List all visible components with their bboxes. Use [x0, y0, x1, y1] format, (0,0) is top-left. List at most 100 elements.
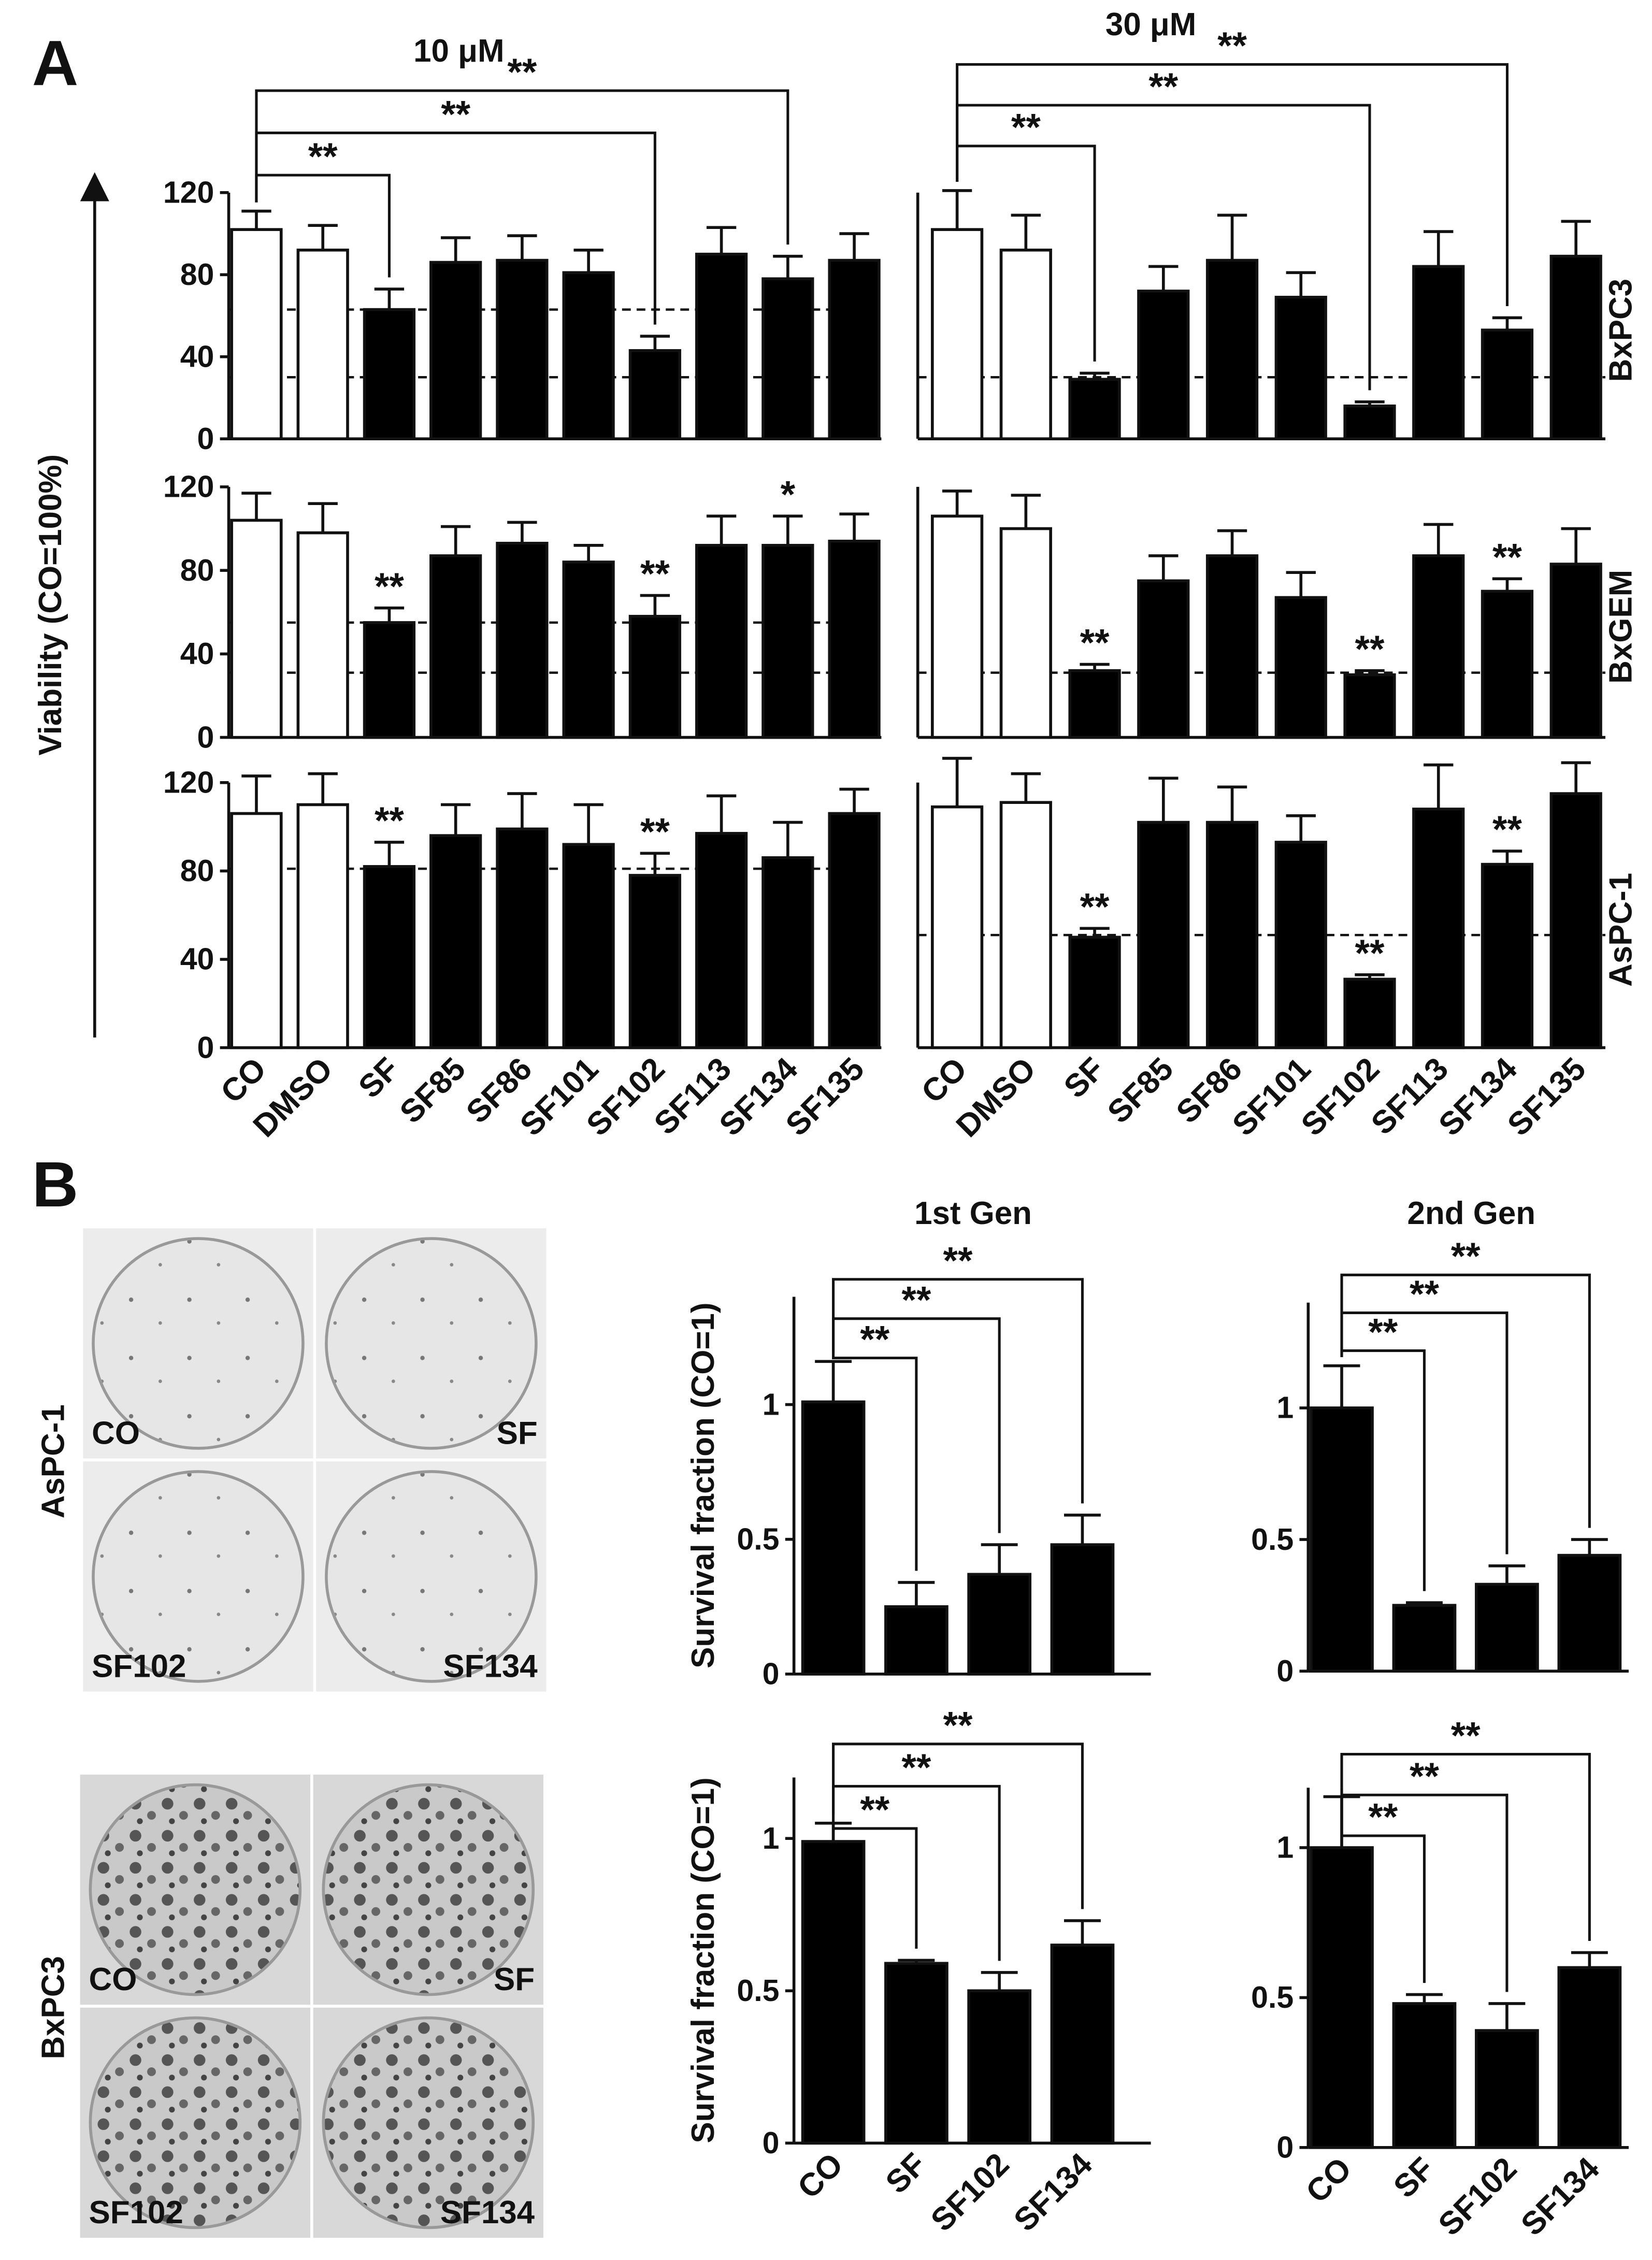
dish: [92, 1470, 305, 1683]
significance-bracket: [956, 63, 1509, 306]
bar: [562, 843, 615, 1049]
significance-bracket: [1340, 1752, 1591, 1941]
bar: [967, 1573, 1032, 1676]
significance: **: [1355, 932, 1385, 974]
bar: [967, 1989, 1032, 2145]
significance-bracket: [255, 89, 789, 245]
bar: [1481, 328, 1534, 440]
bar: [801, 1400, 866, 1676]
bar: [762, 543, 814, 739]
dish: [89, 1783, 302, 1996]
bar: [230, 812, 283, 1049]
y-tick-label: 80: [180, 854, 214, 888]
bar: [1274, 296, 1327, 440]
bar: [695, 543, 748, 739]
photo-caption: SF: [494, 1962, 535, 1997]
y-axis-label: Viability (CO=100%): [33, 454, 68, 756]
y-axis-label: Survival fraction (CO=1): [685, 1302, 721, 1668]
significance: **: [860, 1789, 889, 1831]
bar: [695, 832, 748, 1049]
bar: [1274, 841, 1327, 1049]
bar: [1310, 1406, 1374, 1673]
dish: [322, 2016, 535, 2229]
bar: [1050, 1944, 1115, 2145]
bar: [230, 228, 283, 440]
y-tick-label: 1: [763, 1387, 780, 1421]
significance: **: [1355, 628, 1385, 670]
bar: [628, 874, 681, 1049]
significance: **: [1217, 25, 1247, 67]
dish: [325, 1470, 538, 1683]
y-tick-label: 120: [163, 176, 214, 210]
chart-title: 10 μM: [413, 33, 504, 69]
significance: **: [943, 1240, 973, 1282]
photo-caption: SF134: [440, 2195, 535, 2230]
y-axis-label: Survival fraction (CO=1): [685, 1777, 721, 2143]
bar: [930, 514, 984, 739]
bar: [1475, 1582, 1539, 1673]
significance: **: [1451, 1715, 1481, 1757]
bar: [1549, 254, 1602, 440]
bar: [1475, 2029, 1539, 2149]
photo-caption: SF: [497, 1416, 538, 1451]
cell-line-label: BxPC3: [36, 1956, 71, 2059]
significance: **: [860, 1318, 889, 1360]
y-tick-label: 0: [763, 2126, 780, 2160]
significance: **: [1492, 809, 1522, 851]
bar: [296, 248, 349, 440]
significance-bracket: [832, 1814, 918, 1949]
bar: [429, 261, 482, 440]
bar: [496, 258, 549, 440]
significance: **: [1080, 886, 1110, 928]
significance: **: [901, 1747, 931, 1789]
bar: [1343, 977, 1396, 1049]
bar: [930, 805, 984, 1049]
bar: [1068, 378, 1121, 440]
y-tick-label: 40: [180, 637, 214, 671]
bar: [828, 812, 881, 1049]
y-tick-label: 120: [163, 470, 214, 504]
row-label: BxGEM: [1603, 570, 1639, 684]
chart-title: 2nd Gen: [1407, 1196, 1535, 1231]
y-tick-label: 80: [180, 553, 214, 587]
photo-caption: SF102: [89, 2195, 183, 2230]
bar: [1137, 290, 1190, 440]
bar: [1310, 1846, 1374, 2149]
y-tick-label: 120: [163, 765, 214, 799]
y-tick-label: 1: [1276, 1391, 1294, 1425]
bar: [1412, 554, 1465, 739]
dish: [325, 1237, 538, 1450]
y-tick-label: 0.5: [737, 1522, 779, 1556]
bar: [363, 308, 416, 440]
significance: **: [1492, 536, 1522, 578]
bar: [1557, 1966, 1622, 2149]
significance: **: [507, 51, 537, 93]
bar: [762, 856, 814, 1049]
significance: **: [375, 800, 404, 842]
bar: [1050, 1543, 1115, 1676]
bar: [429, 554, 482, 739]
photo-caption: CO: [92, 1416, 140, 1451]
bar: [562, 271, 615, 440]
significance: **: [943, 1705, 973, 1747]
bar: [1205, 554, 1259, 739]
significance: **: [1410, 1755, 1439, 1797]
bar: [363, 621, 416, 739]
y-tick-label: 0.5: [1251, 1522, 1294, 1557]
bar: [496, 827, 549, 1049]
bar: [884, 1605, 949, 1676]
bar: [562, 560, 615, 739]
y-tick-label: 80: [180, 257, 214, 292]
y-tick-label: 40: [180, 339, 214, 373]
bar: [1412, 265, 1465, 440]
panel-label: B: [32, 1149, 78, 1220]
y-tick-label: 0: [197, 720, 214, 754]
cell-line-label: AsPC-1: [36, 1404, 71, 1518]
significance: **: [640, 553, 670, 595]
bar: [762, 277, 814, 440]
bar: [1549, 563, 1602, 739]
bar: [828, 539, 881, 739]
bar: [1205, 258, 1259, 440]
bar: [1068, 935, 1121, 1049]
